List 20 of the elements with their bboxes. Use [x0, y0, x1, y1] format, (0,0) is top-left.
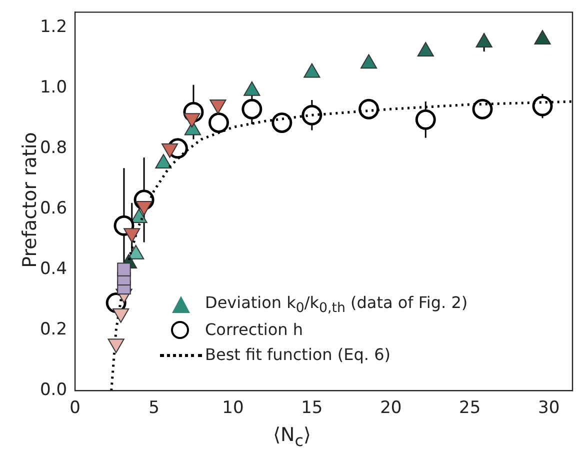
legend-label: Deviation k$_{0}$/k$_{0,th}$ (data of Fig. 2) [205, 292, 468, 316]
x-tick-label: 20 [380, 398, 402, 418]
x-tick-label: 15 [301, 398, 323, 418]
x-axis-title: ⟨N$_{c}$⟩ [272, 424, 312, 450]
x-tick-label: 30 [538, 398, 560, 418]
x-tick-label: 5 [148, 398, 160, 418]
y-tick-label: 1.2 [40, 16, 68, 37]
x-tick-label: 0 [70, 398, 80, 418]
y-tick-label: 0.2 [40, 319, 68, 340]
y-tick-label: 0.4 [40, 258, 68, 279]
legend-label: Best fit function (Eq. 6) [205, 345, 390, 364]
legend-label: Correction h [205, 320, 303, 339]
y-tick-label: 0.0 [40, 380, 68, 400]
y-tick-label: 0.6 [40, 198, 68, 218]
line-series [110, 100, 572, 391]
x-tick-label: 25 [459, 398, 481, 418]
x-tick-label: 10 [222, 398, 244, 418]
y-tick-label: 1.0 [40, 77, 68, 98]
y-axis-title: Prefactor ratio [19, 132, 41, 268]
y-tick-label: 0.8 [40, 138, 68, 158]
